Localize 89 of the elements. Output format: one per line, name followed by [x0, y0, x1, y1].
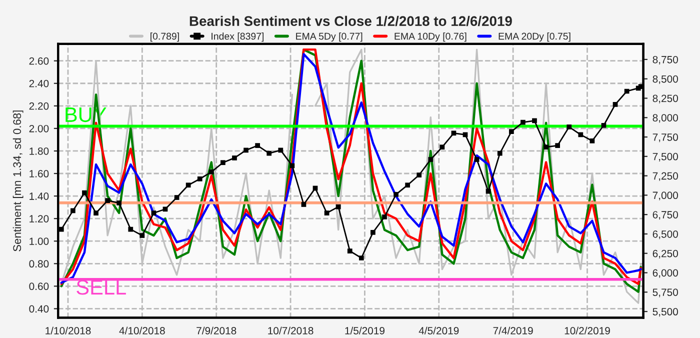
y2-tick-label: 7,750 — [652, 134, 678, 142]
y2-tick-label: 7,250 — [652, 172, 678, 181]
point — [232, 156, 237, 160]
point — [405, 182, 410, 188]
point — [186, 182, 191, 188]
legend-label: EMA 5Dy [0.77] — [296, 32, 362, 42]
point — [520, 120, 526, 125]
point — [486, 188, 491, 194]
y-tick-label: 1.20 — [30, 215, 49, 222]
point — [532, 118, 537, 124]
point — [140, 233, 145, 238]
point — [244, 148, 248, 153]
point — [70, 208, 76, 214]
x-tick-label: 4/10/2018 — [119, 326, 165, 334]
point — [544, 144, 548, 150]
point — [370, 230, 376, 235]
y-tick-label: 0.60 — [29, 282, 49, 290]
x-tick-label: 10/7/2018 — [268, 326, 314, 334]
legend-label: [0.789] — [150, 32, 179, 42]
point — [94, 210, 98, 216]
point — [451, 130, 456, 136]
y2-tick-label: 7,000 — [652, 192, 678, 200]
y-tick-label: 0.40 — [29, 305, 49, 313]
y2-tick-label: 6,500 — [652, 230, 678, 240]
point — [578, 132, 584, 138]
point — [255, 143, 260, 148]
point — [428, 157, 434, 162]
y2-tick-label: 8,500 — [652, 75, 678, 84]
point — [416, 172, 422, 178]
point — [590, 138, 595, 144]
point — [497, 150, 502, 156]
y-tick-label: 2.00 — [29, 124, 49, 132]
point — [301, 202, 306, 207]
x-tick-label: 4/5/2019 — [418, 326, 459, 334]
x-tick-label: 7/4/2019 — [493, 326, 533, 334]
point — [174, 195, 180, 200]
point — [151, 210, 156, 216]
legend-label: EMA 20Dy [0.75] — [498, 32, 570, 42]
y2-tick-label: 8,250 — [652, 94, 678, 104]
point — [324, 210, 330, 216]
y-tick-label: 1.60 — [30, 170, 49, 178]
y2-tick-label: 8,000 — [652, 114, 678, 123]
chart-title: Bearish Sentiment vs Close 1/2/2018 to 12/6/2019 — [190, 16, 512, 26]
point — [555, 143, 560, 148]
y2-tick-label: 6,000 — [652, 269, 678, 278]
ref-line-label: SELL — [76, 280, 126, 295]
point — [82, 190, 87, 196]
y-axis-title: Sentiment [mn 1.34, sd 0.68] — [12, 110, 24, 252]
y2-tick-label: 6,750 — [652, 211, 678, 220]
point — [336, 204, 341, 210]
x-tick-label: 7/9/2018 — [196, 326, 236, 334]
point — [116, 200, 122, 206]
point — [474, 157, 480, 162]
x-tick-label: 10/2/2019 — [564, 326, 610, 334]
x-tick-label: 1/5/2019 — [345, 326, 384, 334]
point — [394, 192, 398, 197]
point — [162, 206, 168, 212]
point — [266, 150, 272, 156]
point — [508, 129, 514, 134]
y-tick-label: 2.60 — [29, 57, 49, 65]
point — [347, 248, 352, 254]
y-tick-label: 1.00 — [30, 238, 49, 245]
y-tick-label: 1.80 — [30, 147, 49, 155]
point — [382, 214, 387, 220]
point — [197, 176, 202, 182]
legend-label: Index [8397] — [212, 32, 264, 42]
point — [128, 226, 134, 232]
point — [612, 102, 618, 107]
y2-tick-label: 6,250 — [652, 250, 678, 258]
legend-label: EMA 10Dy [0.76] — [394, 32, 466, 42]
point — [290, 163, 295, 168]
y-tick-label: 1.40 — [30, 192, 49, 200]
y-tick-label: 2.20 — [29, 102, 49, 110]
point — [208, 169, 214, 174]
y2-tick-label: 7,500 — [652, 152, 678, 162]
point — [440, 144, 445, 150]
y2-tick-label: 5,750 — [652, 288, 678, 298]
point — [58, 226, 64, 232]
y2-tick-label: 5,500 — [652, 308, 678, 317]
y2-tick-label: 8,750 — [652, 56, 678, 65]
y-tick-label: 0.80 — [29, 260, 49, 268]
point — [220, 160, 226, 166]
y-tick-label: 2.40 — [29, 80, 49, 88]
x-tick-label: 1/10/2018 — [46, 326, 91, 334]
point — [278, 148, 284, 153]
point — [105, 198, 110, 204]
point — [566, 124, 572, 130]
point — [601, 122, 606, 128]
point — [358, 256, 364, 260]
